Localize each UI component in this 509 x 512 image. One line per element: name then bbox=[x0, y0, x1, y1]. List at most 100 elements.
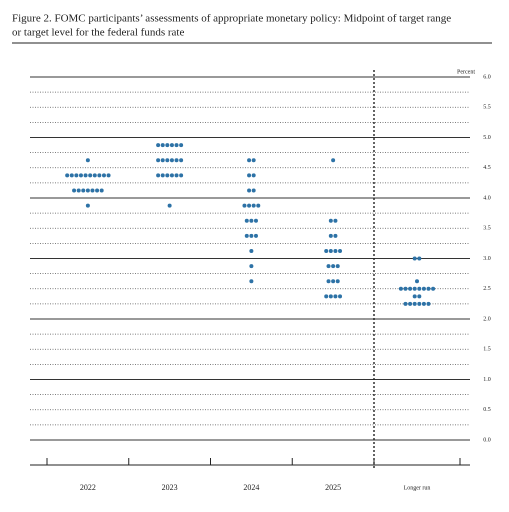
dot bbox=[83, 173, 88, 178]
dot bbox=[338, 294, 343, 299]
dot bbox=[335, 279, 340, 284]
dot bbox=[328, 248, 333, 253]
dot bbox=[156, 158, 161, 163]
y-tick-label: 4.5 bbox=[483, 165, 491, 171]
dot bbox=[249, 248, 254, 253]
dot bbox=[165, 158, 170, 163]
dot bbox=[256, 203, 261, 208]
dot bbox=[324, 248, 329, 253]
dot bbox=[76, 188, 81, 193]
dot bbox=[328, 294, 333, 299]
dot bbox=[251, 203, 256, 208]
dot bbox=[65, 173, 70, 178]
dot bbox=[426, 286, 431, 291]
dot bbox=[403, 301, 408, 306]
dot bbox=[85, 158, 90, 163]
dot bbox=[253, 233, 258, 238]
dot bbox=[417, 286, 422, 291]
dot bbox=[169, 173, 174, 178]
dot bbox=[85, 188, 90, 193]
dot bbox=[324, 294, 329, 299]
dot bbox=[331, 158, 336, 163]
dot bbox=[338, 248, 343, 253]
dot bbox=[92, 173, 97, 178]
x-tick-label: Longer run bbox=[404, 485, 431, 491]
chart-title: Figure 2. FOMC participants’ assessments… bbox=[12, 13, 451, 25]
y-tick-label: 4.0 bbox=[483, 195, 491, 201]
dot bbox=[412, 256, 417, 261]
dot bbox=[249, 279, 254, 284]
y-tick-label: 6.0 bbox=[483, 74, 491, 80]
dot bbox=[333, 294, 338, 299]
dot bbox=[244, 218, 249, 223]
dot bbox=[249, 264, 254, 269]
dot bbox=[74, 173, 79, 178]
dot bbox=[165, 173, 170, 178]
dot bbox=[251, 173, 256, 178]
dot bbox=[106, 173, 111, 178]
x-tick-label: 2024 bbox=[243, 483, 259, 492]
dot bbox=[97, 173, 102, 178]
dot bbox=[249, 233, 254, 238]
x-tick-label: 2022 bbox=[80, 483, 96, 492]
dot bbox=[403, 286, 408, 291]
dot bbox=[156, 173, 161, 178]
dot bbox=[95, 188, 100, 193]
dot bbox=[431, 286, 436, 291]
dot bbox=[333, 248, 338, 253]
y-tick-label: 3.5 bbox=[483, 226, 491, 232]
dot bbox=[326, 279, 331, 284]
dot bbox=[101, 173, 106, 178]
dot bbox=[160, 173, 165, 178]
dot bbox=[251, 158, 256, 163]
dot bbox=[69, 173, 74, 178]
dot bbox=[85, 203, 90, 208]
y-tick-label: 2.5 bbox=[483, 286, 491, 292]
dot bbox=[247, 173, 252, 178]
dot bbox=[88, 173, 93, 178]
dot bbox=[165, 143, 170, 148]
dot bbox=[398, 286, 403, 291]
dot bbox=[249, 218, 254, 223]
dot bbox=[174, 143, 179, 148]
dot bbox=[335, 264, 340, 269]
dot bbox=[167, 203, 172, 208]
dot bbox=[408, 301, 413, 306]
dot bbox=[160, 143, 165, 148]
dot bbox=[242, 203, 247, 208]
dot bbox=[179, 143, 184, 148]
dot bbox=[421, 286, 426, 291]
dot bbox=[412, 286, 417, 291]
dot bbox=[72, 188, 77, 193]
x-tick-label: 2025 bbox=[325, 483, 341, 492]
x-tick-label: 2023 bbox=[162, 483, 178, 492]
dot bbox=[174, 158, 179, 163]
dot bbox=[244, 233, 249, 238]
y-tick-label: 1.5 bbox=[483, 347, 491, 353]
dot bbox=[90, 188, 95, 193]
y-tick-label: 5.0 bbox=[483, 135, 491, 141]
dot bbox=[99, 188, 104, 193]
dot bbox=[415, 279, 419, 284]
dot bbox=[247, 188, 252, 193]
dot bbox=[179, 173, 184, 178]
dot bbox=[169, 143, 174, 148]
dot bbox=[333, 233, 338, 238]
y-tick-label: 5.5 bbox=[483, 105, 491, 111]
dot bbox=[331, 279, 336, 284]
y-tick-label: 3.0 bbox=[483, 256, 491, 262]
dot bbox=[333, 218, 338, 223]
y-axis-label: Percent bbox=[457, 69, 475, 75]
y-tick-label: 0.5 bbox=[483, 407, 491, 413]
dot bbox=[417, 256, 422, 261]
dot bbox=[328, 218, 333, 223]
dot bbox=[160, 158, 165, 163]
dot bbox=[156, 143, 161, 148]
dot bbox=[417, 294, 422, 299]
dot bbox=[78, 173, 83, 178]
dot bbox=[421, 301, 426, 306]
dot bbox=[247, 203, 252, 208]
dot bbox=[174, 173, 179, 178]
y-tick-label: 2.0 bbox=[483, 316, 491, 322]
